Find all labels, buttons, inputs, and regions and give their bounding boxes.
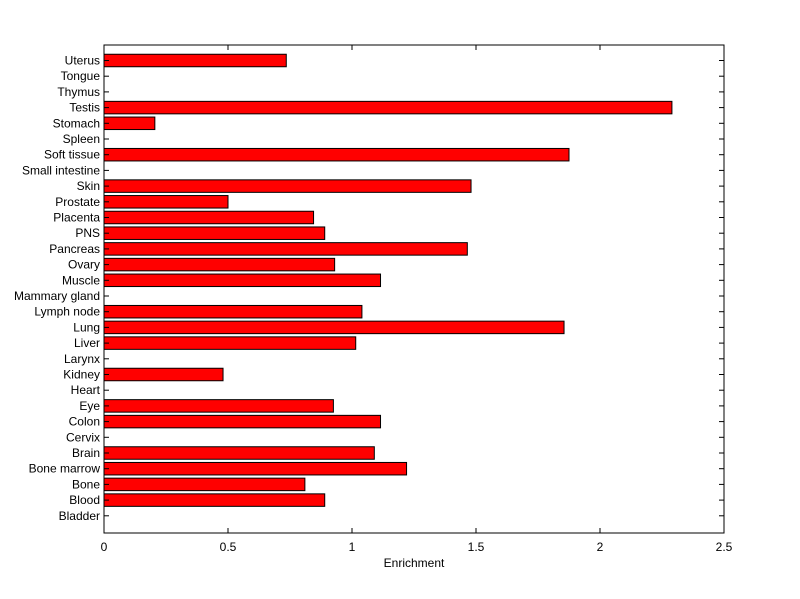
bar-eye [103,399,334,413]
x-tick-label: 2.5 [716,540,733,554]
y-tick-label: Lymph node [34,305,100,319]
bar-stomach [103,116,156,131]
y-tick-label: Testis [69,101,100,115]
y-tick-label: Ovary [68,258,100,272]
y-tick-label: Bone [72,477,100,491]
bar-prostate [103,195,229,209]
y-tick-label: Colon [69,415,100,429]
y-tick-label: Small intestine [22,163,100,177]
bar-testis [103,100,673,115]
bar-blood [103,493,326,507]
y-tick-label: Prostate [55,195,100,209]
bar-lung [103,320,565,335]
bar-kidney [103,367,224,382]
y-tick-label: Thymus [57,85,100,99]
x-axis-title: Enrichment [384,556,445,570]
bar-liver [103,336,357,350]
y-tick-label: Tongue [61,69,101,83]
y-tick-label: Stomach [53,116,100,130]
bar-ovary [103,257,336,272]
y-tick-label: Larynx [64,352,100,366]
y-tick-label: Bladder [59,509,100,523]
bar-bone-marrow [103,461,408,476]
y-tick-label: Skin [77,179,100,193]
y-tick-label: Eye [79,399,100,413]
bar-soft-tissue [103,147,570,162]
y-tick-label: Mammary gland [14,289,100,303]
plot-frame [103,44,725,534]
bar-uterus [103,53,287,68]
y-tick-label: PNS [75,226,100,240]
y-tick-label: Cervix [66,430,100,444]
x-tick-label: 2 [597,540,604,554]
y-tick-label: Placenta [53,211,100,225]
x-tick-label: 0.5 [220,540,237,554]
bar-placenta [103,210,315,225]
y-tick-label: Muscle [62,273,100,287]
y-tick-label: Uterus [65,54,100,68]
y-tick-label: Soft tissue [44,148,100,162]
y-tick-label: Bone marrow [29,462,101,476]
y-tick-label: Heart [71,383,101,397]
y-tick-label: Spleen [63,132,100,146]
y-tick-label: Blood [69,493,100,507]
bar-pancreas [103,242,468,256]
bar-pns [103,226,326,240]
y-tick-label: Brain [72,446,100,460]
y-tick-label: Lung [73,320,100,334]
x-tick-label: 1.5 [468,540,485,554]
bar-muscle [103,273,382,288]
y-tick-label: Kidney [63,368,100,382]
bar-lymph-node [103,304,363,319]
x-tick-label: 0 [101,540,108,554]
y-tick-label: Liver [74,336,100,350]
bar-colon [103,414,382,429]
bar-brain [103,446,375,460]
x-tick-label: 1 [349,540,356,554]
x-ticks-group: 0 0.5 1 1.5 2 2.5 [101,45,733,554]
bar-bone [103,477,306,492]
plot-background [104,45,724,533]
y-tick-label: Pancreas [49,242,100,256]
bar-skin [103,179,472,193]
